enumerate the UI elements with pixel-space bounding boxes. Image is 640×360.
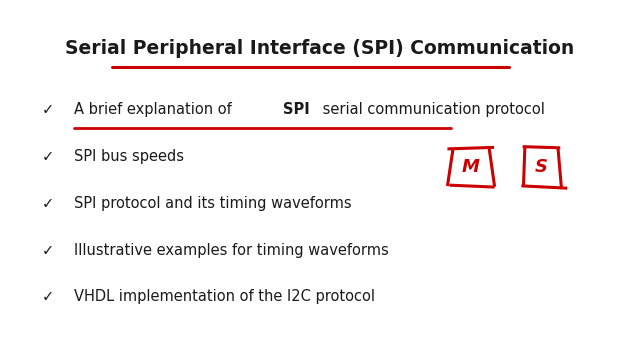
- Text: VHDL implementation of the I2C protocol: VHDL implementation of the I2C protocol: [74, 289, 374, 305]
- Text: A brief explanation of: A brief explanation of: [74, 102, 236, 117]
- Text: ✓: ✓: [42, 243, 54, 258]
- Text: ✓: ✓: [42, 102, 54, 117]
- Text: Illustrative examples for timing waveforms: Illustrative examples for timing wavefor…: [74, 243, 388, 258]
- Text: ✓: ✓: [42, 149, 54, 164]
- Text: Serial Peripheral Interface (SPI) Communication: Serial Peripheral Interface (SPI) Commun…: [65, 39, 575, 58]
- Text: S: S: [534, 158, 547, 176]
- Text: ✓: ✓: [42, 289, 54, 305]
- Text: SPI: SPI: [283, 102, 310, 117]
- Text: ✓: ✓: [42, 196, 54, 211]
- Text: M: M: [461, 158, 479, 176]
- Text: SPI protocol and its timing waveforms: SPI protocol and its timing waveforms: [74, 196, 351, 211]
- Text: SPI bus speeds: SPI bus speeds: [74, 149, 184, 164]
- Text: serial communication protocol: serial communication protocol: [317, 102, 545, 117]
